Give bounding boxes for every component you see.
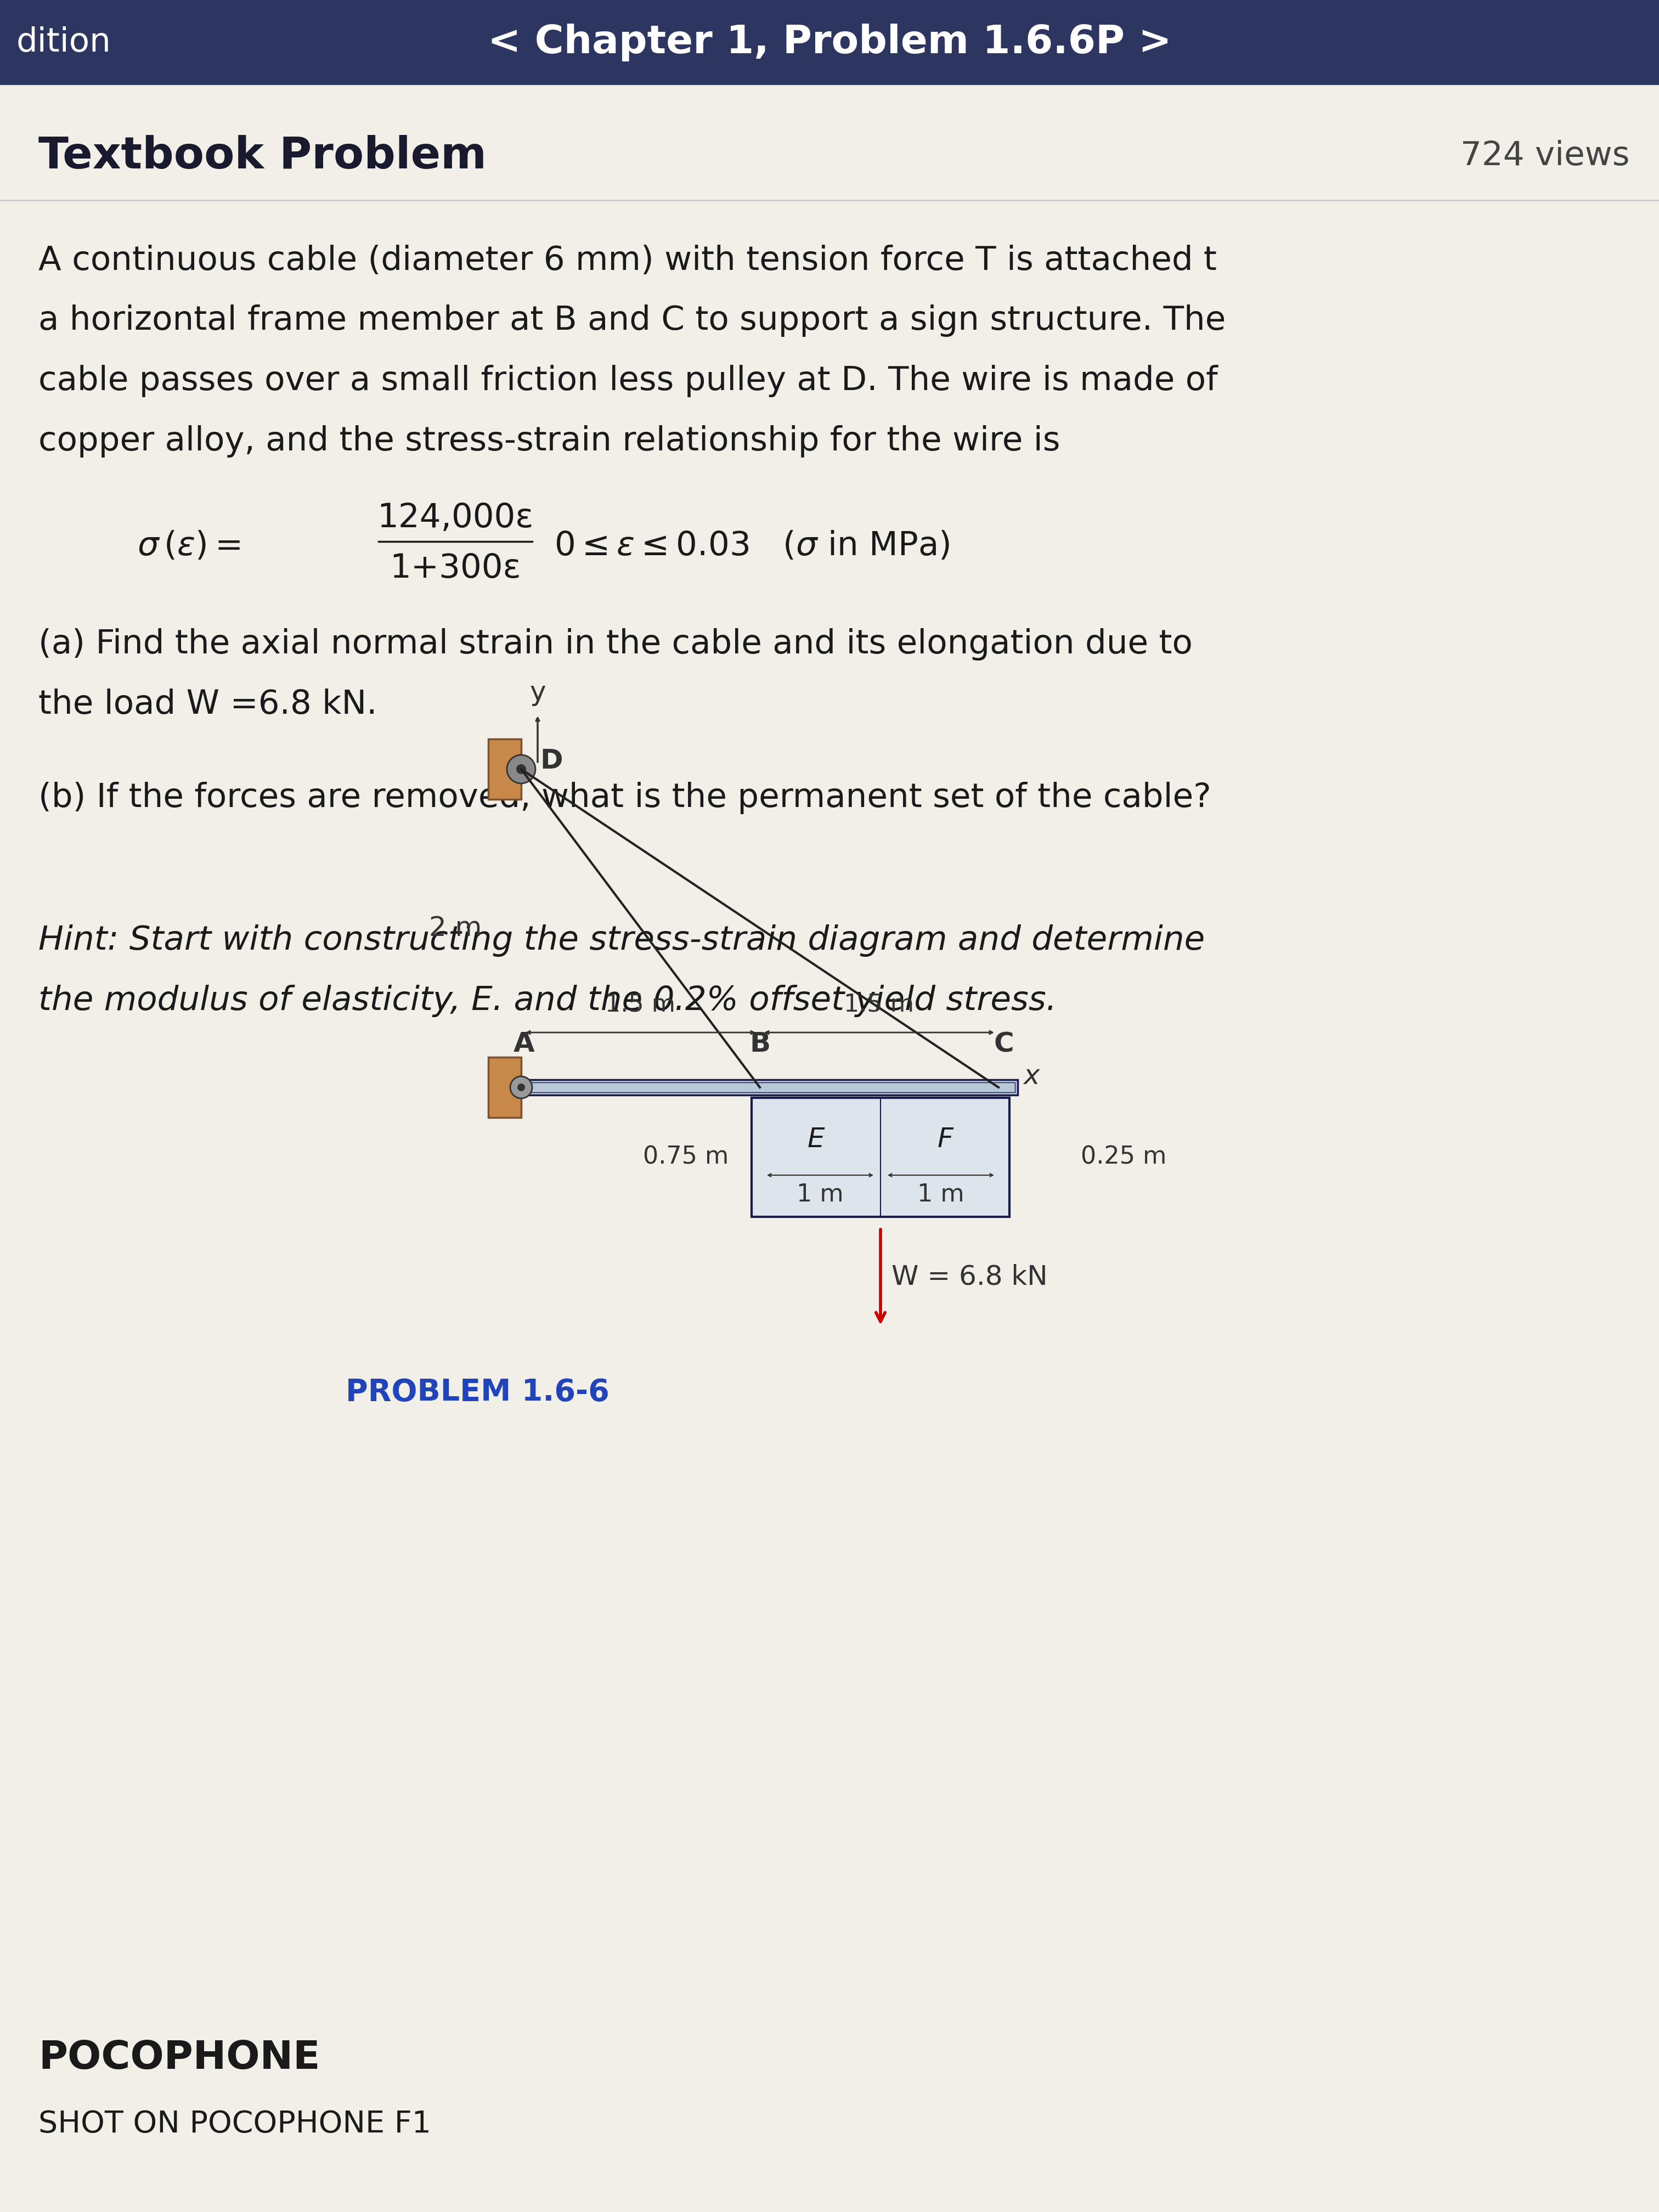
Text: PROBLEM 1.6-6: PROBLEM 1.6-6 xyxy=(345,1378,609,1407)
Text: E: E xyxy=(808,1126,825,1152)
Bar xyxy=(524,1082,1015,1093)
Circle shape xyxy=(511,1077,533,1099)
Text: POCOPHONE: POCOPHONE xyxy=(38,2039,320,2077)
Text: 1.5 m: 1.5 m xyxy=(606,993,675,1015)
Text: 724 views: 724 views xyxy=(1460,139,1629,173)
Text: Textbook Problem: Textbook Problem xyxy=(38,135,486,177)
Text: (a) Find the axial normal strain in the cable and its elongation due to: (a) Find the axial normal strain in the … xyxy=(38,628,1193,661)
Text: the load W =6.8 kN.: the load W =6.8 kN. xyxy=(38,688,377,721)
Text: SHOT ON POCOPHONE F1: SHOT ON POCOPHONE F1 xyxy=(38,2110,431,2139)
Text: (b) If the forces are removed, what is the permanent set of the cable?: (b) If the forces are removed, what is t… xyxy=(38,783,1211,814)
Text: cable passes over a small friction less pulley at D. The wire is made of: cable passes over a small friction less … xyxy=(38,365,1218,398)
Text: $0 \leq \varepsilon \leq 0.03$   ($\sigma$ in MPa): $0 \leq \varepsilon \leq 0.03$ ($\sigma$… xyxy=(554,529,949,562)
Text: y: y xyxy=(529,679,546,706)
Bar xyxy=(488,739,521,799)
Text: A: A xyxy=(513,1031,534,1057)
Text: 1 m: 1 m xyxy=(917,1183,964,1206)
Text: 1.5 m: 1.5 m xyxy=(844,993,914,1015)
Text: 1+300ε: 1+300ε xyxy=(390,553,521,586)
Text: the modulus of elasticity, E. and the 0.2% offset yield stress.: the modulus of elasticity, E. and the 0.… xyxy=(38,984,1057,1018)
Bar xyxy=(488,1057,521,1117)
Circle shape xyxy=(516,763,526,774)
Text: copper alloy, and the stress-strain relationship for the wire is: copper alloy, and the stress-strain rela… xyxy=(38,425,1060,458)
Text: 1 m: 1 m xyxy=(796,1183,844,1206)
Text: < Chapter 1, Problem 1.6.6P >: < Chapter 1, Problem 1.6.6P > xyxy=(488,24,1171,62)
Text: a horizontal frame member at B and C to support a sign structure. The: a horizontal frame member at B and C to … xyxy=(38,305,1226,336)
Text: 0.25 m: 0.25 m xyxy=(1080,1146,1166,1168)
Text: W = 6.8 kN: W = 6.8 kN xyxy=(891,1263,1047,1290)
Text: B: B xyxy=(750,1031,770,1057)
Bar xyxy=(521,1079,1017,1095)
Text: x: x xyxy=(1024,1064,1040,1091)
Text: A continuous cable (diameter 6 mm) with tension force T is attached t: A continuous cable (diameter 6 mm) with … xyxy=(38,243,1216,276)
Text: Hint: Start with constructing the stress-strain diagram and determine: Hint: Start with constructing the stress… xyxy=(38,925,1204,958)
Circle shape xyxy=(508,754,536,783)
Text: D: D xyxy=(539,748,562,774)
Text: 2 m: 2 m xyxy=(430,916,481,942)
Text: C: C xyxy=(994,1031,1014,1057)
Text: 0.75 m: 0.75 m xyxy=(644,1146,728,1168)
Bar xyxy=(752,1097,1009,1217)
Bar xyxy=(0,0,1659,84)
Circle shape xyxy=(518,1084,524,1091)
Text: 124,000ε: 124,000ε xyxy=(377,502,534,535)
Text: $\sigma\,(\varepsilon) =$: $\sigma\,(\varepsilon) =$ xyxy=(138,529,241,562)
Text: dition: dition xyxy=(17,27,111,60)
Text: F: F xyxy=(937,1126,954,1152)
